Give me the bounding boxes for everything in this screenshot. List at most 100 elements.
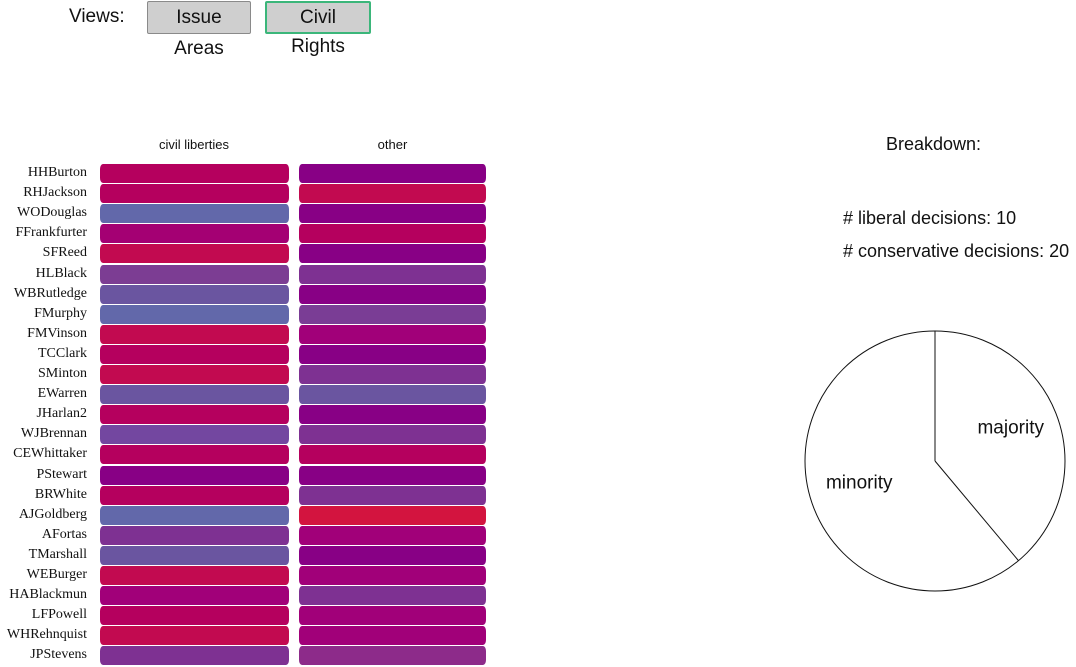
vote-cell-civil-liberties[interactable] — [100, 224, 289, 244]
pie-slice-boundary — [934, 460, 1019, 561]
justice-name: WBRutledge — [13, 285, 87, 301]
column-header-other: other — [377, 137, 408, 152]
vote-cell-civil-liberties[interactable] — [100, 606, 289, 626]
vote-cell-other[interactable] — [299, 264, 486, 284]
justice-row: HABlackmun — [0, 585, 500, 606]
civil-rights-button[interactable]: Civil Rights — [265, 1, 371, 57]
justice-row: AJGoldberg — [0, 505, 500, 525]
vote-cell-civil-liberties[interactable] — [100, 385, 289, 405]
vote-cell-other[interactable] — [299, 344, 486, 364]
vote-cell-civil-liberties[interactable] — [100, 324, 289, 344]
justice-row: WJBrennan — [0, 424, 500, 445]
justice-row: CEWhittaker — [0, 444, 500, 465]
column-header-civil-liberties: civil liberties — [158, 137, 230, 152]
justice-name: WEBurger — [26, 567, 87, 582]
vote-cell-civil-liberties[interactable] — [100, 405, 289, 425]
vote-cell-other[interactable] — [299, 244, 486, 264]
justice-name: SFReed — [42, 245, 87, 261]
justice-row: TMarshall — [0, 545, 500, 565]
vote-cell-other[interactable] — [299, 626, 486, 646]
vote-cell-other[interactable] — [299, 224, 486, 244]
justice-row: WBRutledge — [0, 284, 500, 304]
justice-row: LFPowell — [0, 605, 500, 626]
vote-cell-other[interactable] — [299, 505, 486, 525]
justice-row: TCClark — [0, 344, 500, 364]
justice-row: FMurphy — [0, 304, 500, 324]
justice-name: AFortas — [41, 526, 87, 542]
justice-name: WJBrennan — [20, 426, 87, 442]
vote-cell-civil-liberties[interactable] — [100, 445, 289, 465]
vote-cell-civil-liberties[interactable] — [100, 204, 289, 224]
justice-row: HHBurton — [0, 163, 500, 183]
justice-row: WEBurger — [0, 565, 500, 585]
vote-cell-civil-liberties[interactable] — [100, 505, 289, 525]
vote-cell-other[interactable] — [299, 465, 486, 485]
vote-cell-other[interactable] — [299, 425, 486, 445]
justice-row: JHarlan2 — [0, 404, 500, 425]
vote-cell-other[interactable] — [299, 184, 486, 204]
justice-name: HABlackmun — [9, 587, 87, 603]
vote-cell-civil-liberties[interactable] — [100, 465, 289, 485]
conservative-decisions-count: # conservative decisions: 20 — [843, 241, 1070, 261]
justice-name: FFrankfurter — [15, 225, 87, 241]
justice-name: TCClark — [38, 345, 87, 361]
vote-cell-civil-liberties[interactable] — [100, 525, 289, 545]
vote-cell-other[interactable] — [299, 445, 486, 465]
vote-cell-civil-liberties[interactable] — [100, 184, 289, 204]
issue-areas-button[interactable]: Issue Areas — [147, 1, 251, 59]
justice-row: SFReed — [0, 243, 500, 264]
vote-cell-civil-liberties[interactable] — [100, 586, 289, 606]
liberal-decisions-count: # liberal decisions: 10 — [843, 208, 1017, 228]
pie-slice-label-majority: majority — [977, 417, 1044, 438]
vote-cell-other[interactable] — [299, 164, 486, 183]
vote-cell-other[interactable] — [299, 204, 486, 224]
vote-cell-civil-liberties[interactable] — [100, 566, 289, 585]
justice-row: RHJackson — [0, 183, 500, 204]
vote-cell-civil-liberties[interactable] — [100, 164, 289, 183]
justice-row: JPStevens — [0, 645, 500, 666]
pie-slice-label-minority: minority — [826, 473, 893, 494]
justice-name: HLBlack — [35, 265, 87, 281]
vote-cell-civil-liberties[interactable] — [100, 284, 289, 304]
vote-cell-civil-liberties[interactable] — [100, 646, 289, 666]
justice-name: RHJackson — [23, 185, 87, 201]
vote-cell-other[interactable] — [299, 606, 486, 626]
vote-cell-civil-liberties[interactable] — [100, 344, 289, 364]
vote-cell-civil-liberties[interactable] — [100, 626, 289, 646]
justice-row: EWarren — [0, 384, 500, 405]
justice-row: PStewart — [0, 465, 500, 485]
vote-cell-civil-liberties[interactable] — [100, 304, 289, 324]
vote-cell-civil-liberties[interactable] — [100, 425, 289, 445]
vote-cell-other[interactable] — [299, 545, 486, 565]
justice-name: JPStevens — [30, 647, 87, 663]
vote-cell-other[interactable] — [299, 586, 486, 606]
vote-cell-other[interactable] — [299, 646, 486, 666]
justice-name: JHarlan2 — [36, 406, 87, 422]
decision-pie-chart: majority minority — [804, 330, 1066, 592]
vote-cell-other[interactable] — [299, 365, 486, 384]
vote-cell-civil-liberties[interactable] — [100, 485, 289, 505]
vote-cell-other[interactable] — [299, 304, 486, 324]
justice-name: AJGoldberg — [18, 506, 87, 522]
justice-row: FFrankfurter — [0, 223, 500, 244]
views-label: Views: — [69, 6, 125, 27]
justice-row: AFortas — [0, 525, 500, 545]
justice-row: SMinton — [0, 364, 500, 384]
justice-row: WODouglas — [0, 203, 500, 224]
vote-cell-other[interactable] — [299, 485, 486, 505]
vote-cell-other[interactable] — [299, 405, 486, 425]
justice-name: PStewart — [36, 466, 87, 482]
justice-row: WHRehnquist — [0, 625, 500, 646]
justice-row: HLBlack — [0, 264, 500, 284]
vote-cell-other[interactable] — [299, 284, 486, 304]
vote-cell-other[interactable] — [299, 324, 486, 344]
vote-cell-civil-liberties[interactable] — [100, 244, 289, 264]
justice-name: TMarshall — [28, 546, 87, 562]
vote-cell-civil-liberties[interactable] — [100, 545, 289, 565]
vote-cell-civil-liberties[interactable] — [100, 264, 289, 284]
vote-cell-civil-liberties[interactable] — [100, 365, 289, 384]
vote-cell-other[interactable] — [299, 385, 486, 405]
breakdown-title: Breakdown: — [886, 134, 982, 154]
vote-cell-other[interactable] — [299, 525, 486, 545]
vote-cell-other[interactable] — [299, 566, 486, 585]
